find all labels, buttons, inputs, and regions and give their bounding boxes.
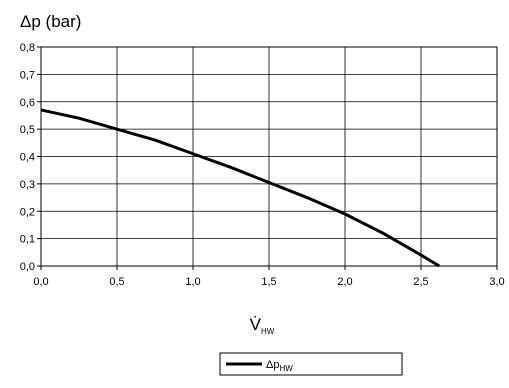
x-tick-label: 1,5 — [261, 276, 276, 288]
legend-box — [219, 352, 403, 376]
series-layer — [40, 108, 441, 268]
legend: ΔpHW — [219, 352, 403, 376]
y-tick-label: 0,1 — [20, 234, 35, 246]
x-tick-label: 2,5 — [413, 276, 428, 288]
y-axis-ticks: 0,0 0,1 0,2 0,3 0,4 0,5 0,6 0,7 0,8 — [20, 42, 41, 273]
y-tick-label: 0,0 — [20, 261, 35, 273]
y-tick-label: 0,4 — [20, 152, 35, 164]
x-tick-label: 0,5 — [109, 276, 124, 288]
legend-label-base: Δp — [266, 359, 279, 371]
y-tick-label: 0,5 — [20, 124, 35, 136]
y-tick-label: 0,3 — [20, 179, 35, 191]
series-line-0 — [40, 108, 441, 268]
y-tick-label: 0,6 — [20, 97, 35, 109]
legend-label: ΔpHW — [266, 359, 293, 373]
x-tick-label: 2,0 — [337, 276, 352, 288]
y-tick-label: 0,8 — [20, 42, 35, 54]
x-axis-title: V̇HW — [250, 315, 275, 336]
x-axis-title-sub: HW — [261, 327, 275, 336]
x-axis-title-base: V̇ — [250, 315, 262, 334]
y-axis-title: Δp (bar) — [20, 12, 81, 31]
x-tick-label: 1,0 — [185, 276, 200, 288]
x-axis-ticks: 0,0 0,5 1,0 1,5 2,0 2,5 3,0 — [33, 266, 505, 288]
x-tick-label: 3,0 — [489, 276, 504, 288]
y-tick-label: 0,2 — [20, 206, 35, 218]
legend-label-sub: HW — [279, 364, 293, 373]
x-tick-label: 0,0 — [33, 276, 48, 288]
y-tick-label: 0,7 — [20, 69, 35, 81]
